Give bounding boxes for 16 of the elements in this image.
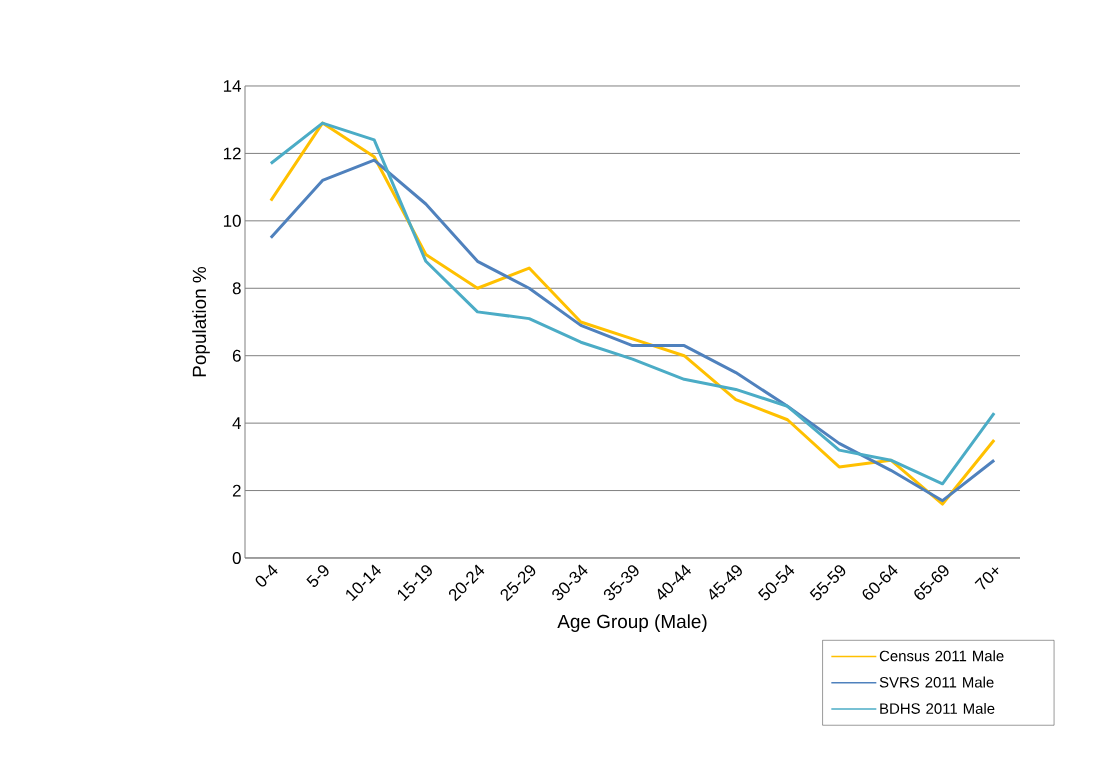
legend-label: Census 2011 Male: [879, 650, 1004, 662]
y-tick-label: 4: [232, 417, 241, 429]
x-tick-label: 70+: [974, 567, 999, 590]
y-tick-label: 6: [232, 349, 241, 362]
y-axis-title: Population %: [192, 266, 210, 377]
legend-label: BDHS 2011 Male: [880, 702, 995, 714]
y-tick-label: 14: [223, 80, 241, 92]
x-axis-title: Age Group (Male): [557, 614, 707, 632]
y-tick-label: 0: [232, 551, 241, 564]
y-tick-label: 10: [223, 214, 241, 227]
y-tick-label: 8: [232, 282, 241, 295]
y-tick-label: 12: [223, 147, 241, 160]
x-tick-label: 5-9: [306, 565, 329, 587]
legend-label: SVRS 2011 Male: [879, 676, 994, 688]
x-tick-label: 0-4: [255, 564, 278, 587]
y-tick-label: 2: [232, 484, 241, 497]
